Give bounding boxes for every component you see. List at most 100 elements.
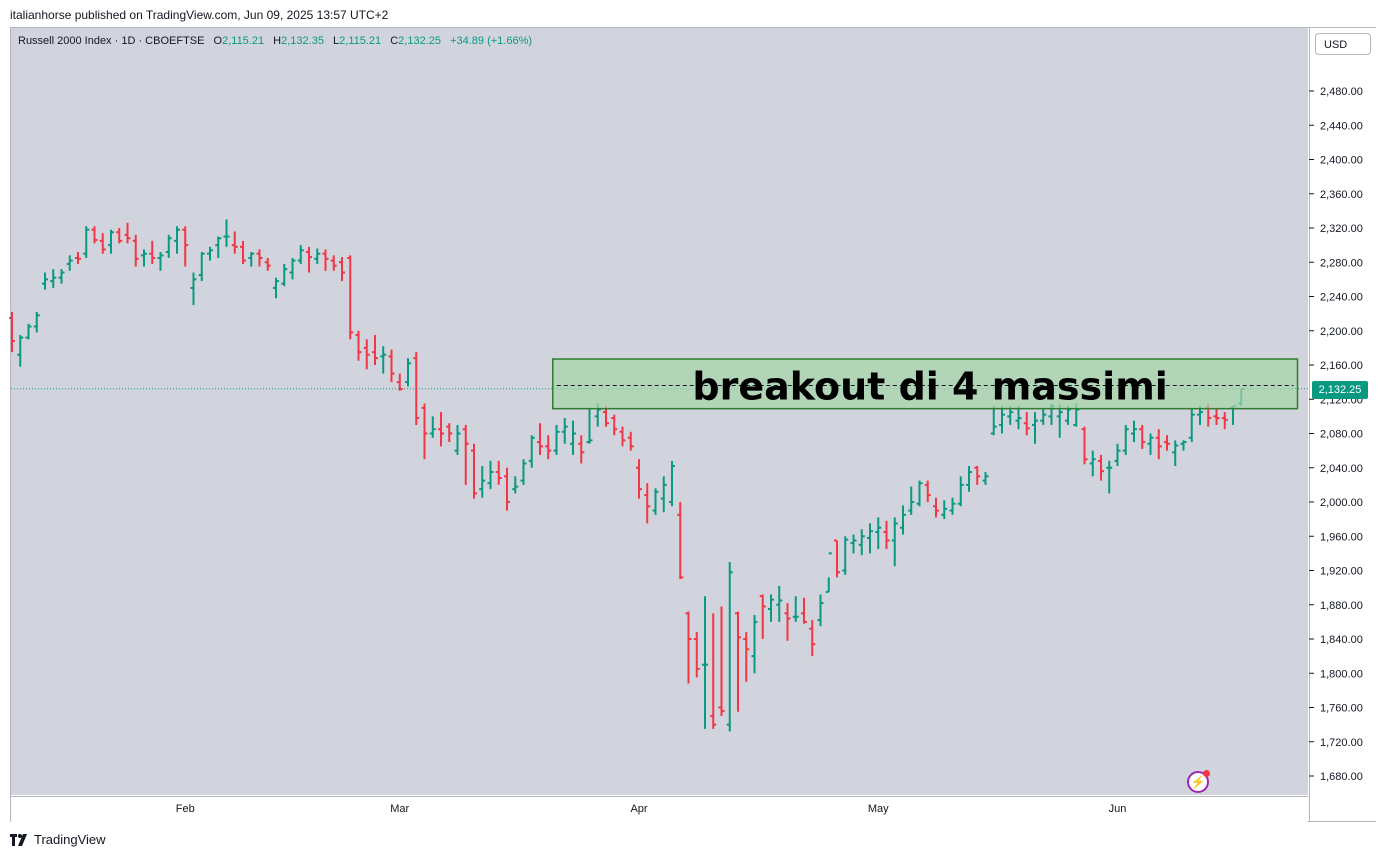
ohlc-bar (669, 460, 675, 507)
time-axis[interactable] (11, 796, 1308, 822)
ohlc-bar (858, 529, 865, 556)
ohlc-bar (380, 346, 387, 374)
price-tick-label: 1,840.00 (1320, 634, 1363, 646)
ohlc-bar (33, 311, 40, 333)
ohlc-bar (99, 233, 106, 254)
ohlc-bar (273, 277, 279, 299)
ohlc-bar (330, 255, 337, 271)
ohlc-bar (355, 330, 362, 361)
ohlc-bar (1106, 460, 1113, 494)
time-tick-label: Apr (630, 803, 647, 815)
ohlc-bar (198, 251, 205, 282)
ohlc-bar (1114, 443, 1121, 467)
ohlc-bar (1221, 412, 1228, 430)
ohlc-bar (479, 466, 486, 498)
ohlc-bar (759, 594, 766, 639)
ohlc-bar (561, 418, 568, 444)
ohlc-bar (413, 352, 420, 425)
ohlc-bar (611, 414, 618, 436)
currency-button[interactable]: USD (1315, 33, 1371, 55)
ohlc-bar (545, 435, 552, 460)
price-axis[interactable] (1309, 28, 1376, 821)
ohlc-bar (776, 585, 783, 622)
price-tick-label: 1,880.00 (1320, 600, 1363, 612)
lightning-icon[interactable]: ⚡ (1187, 770, 1210, 793)
ohlc-bar (644, 483, 651, 524)
open-value: 2,115.21 (222, 35, 265, 47)
ohlc-bar (446, 423, 453, 443)
ohlc-bar (619, 426, 626, 447)
ohlc-bar (801, 597, 807, 624)
ohlc-bar (537, 423, 543, 455)
price-tick-label: 1,720.00 (1320, 737, 1363, 749)
ohlc-bar (405, 358, 411, 387)
ohlc-bar (916, 480, 923, 507)
ohlc-bar (421, 403, 428, 460)
ohlc-bar (347, 255, 354, 340)
price-tick-label: 2,320.00 (1320, 223, 1363, 235)
ohlc-bar (141, 249, 147, 267)
footer-branding[interactable]: TradingView (10, 832, 106, 847)
ohlc-bar (396, 373, 403, 391)
ohlc-bar (25, 323, 32, 340)
ohlc-bar (586, 407, 593, 444)
price-tick-label: 1,760.00 (1320, 703, 1363, 715)
price-tick-label: 2,240.00 (1320, 292, 1363, 304)
ohlc-bar (999, 406, 1005, 434)
close-value: 2,132.25 (398, 35, 441, 47)
ohlc-bar (834, 539, 840, 578)
ohlc-bar (215, 236, 222, 258)
ohlc-bar (231, 231, 238, 254)
ohlc-bar (75, 251, 81, 264)
ohlc-bar (520, 459, 527, 485)
ohlc-bar (297, 245, 304, 264)
ohlc-bar (702, 596, 708, 729)
ohlc-bar (710, 613, 717, 729)
ohlc-bar (429, 416, 436, 438)
ohlc-bar (248, 251, 255, 267)
ohlc-bar (842, 536, 849, 575)
change-value: +34.89 (+1.66%) (450, 35, 533, 47)
ohlc-bar (875, 517, 882, 550)
ohlc-bar (1180, 440, 1187, 451)
ohlc-bar (42, 272, 48, 290)
ohlc-bar (1213, 407, 1220, 425)
ohlc-bar (462, 424, 469, 485)
ohlc-bar (512, 476, 519, 494)
high-label: H (273, 35, 282, 47)
ohlc-bar (372, 335, 378, 365)
ohlc-bar (982, 472, 989, 485)
ohlc-bar (949, 497, 956, 515)
price-tick-label: 2,080.00 (1320, 429, 1363, 441)
ohlc-bar (1164, 435, 1170, 451)
ohlc-bar (1040, 407, 1047, 425)
open-label: O (213, 35, 223, 47)
ohlc-bar (735, 611, 741, 712)
ohlc-bar (83, 226, 90, 258)
ohlc-bar (867, 523, 873, 554)
ohlc-bar (570, 420, 576, 455)
price-tick-label: 2,360.00 (1320, 189, 1363, 201)
ohlc-bar (1098, 454, 1104, 481)
ohlc-bar (941, 500, 948, 520)
ohlc-bar (91, 226, 98, 244)
symbol-legend: Russell 2000 Index · 1D · CBOEFTSE O2,11… (18, 35, 532, 47)
ohlc-bar (1172, 440, 1179, 467)
ohlc-bar (726, 561, 733, 732)
symbol-title[interactable]: Russell 2000 Index · 1D · CBOEFTSE (18, 35, 205, 47)
ohlc-bar (768, 594, 774, 622)
price-tick-label: 2,280.00 (1320, 257, 1363, 269)
ohlc-bar (1032, 412, 1038, 444)
ohlc-bar (883, 520, 890, 550)
ohlc-bar (891, 517, 898, 567)
price-tick-label: 1,960.00 (1320, 531, 1363, 543)
ohlc-bar (124, 222, 131, 244)
ohlc-bar (966, 466, 972, 492)
chart-plot-area[interactable] (11, 28, 1308, 795)
ohlc-bar (157, 251, 164, 271)
time-tick-label: May (868, 803, 889, 815)
ohlc-bar (784, 603, 791, 641)
ohlc-bar (1131, 420, 1137, 443)
ohlc-bar (174, 226, 180, 254)
